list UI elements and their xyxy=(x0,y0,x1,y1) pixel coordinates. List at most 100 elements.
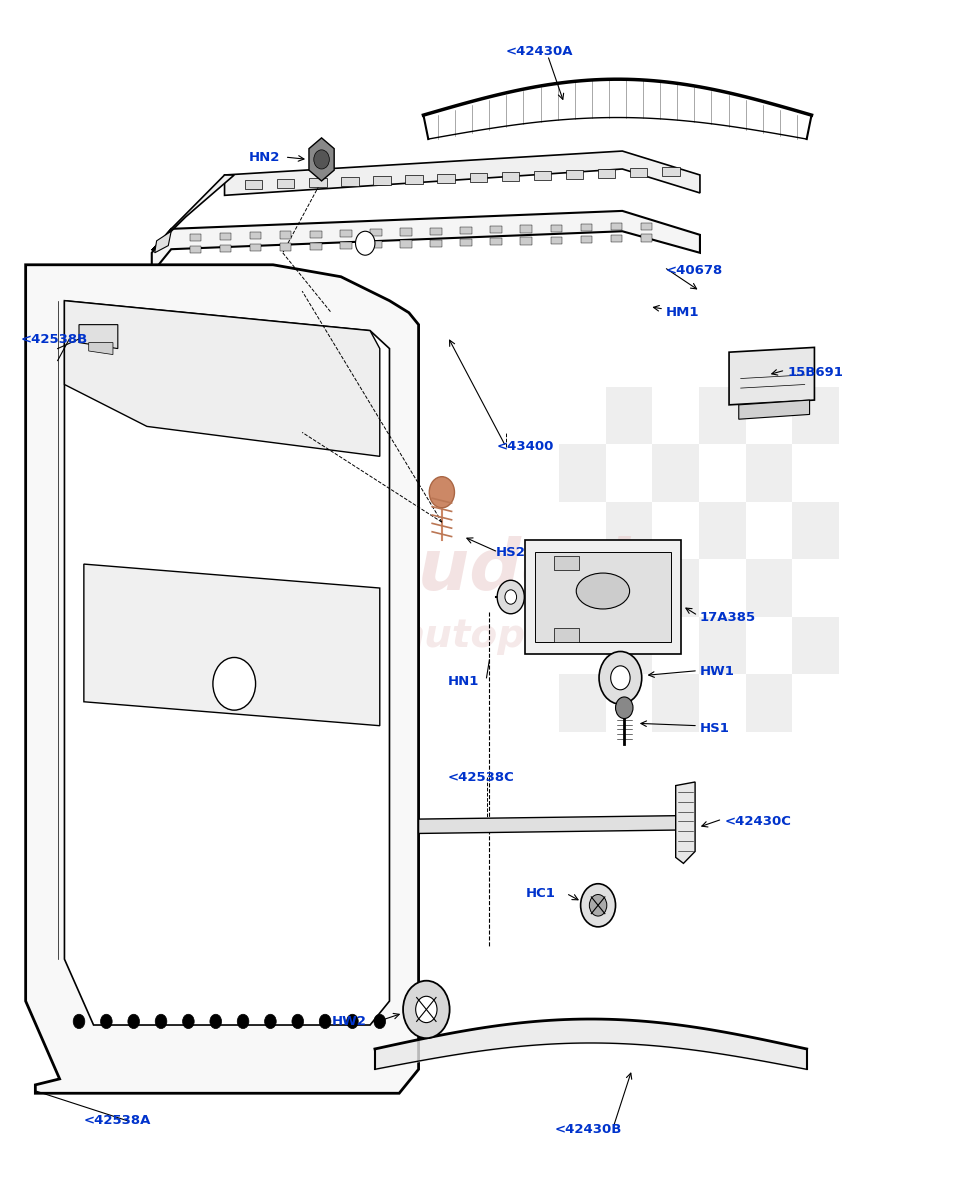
Bar xyxy=(534,170,552,180)
Circle shape xyxy=(415,996,437,1022)
Circle shape xyxy=(429,476,454,508)
Polygon shape xyxy=(739,400,810,419)
Polygon shape xyxy=(25,265,418,1093)
Bar xyxy=(460,227,472,234)
Text: <43400: <43400 xyxy=(496,440,554,454)
Bar xyxy=(400,228,412,235)
Bar xyxy=(641,222,653,229)
Circle shape xyxy=(265,1014,276,1028)
Circle shape xyxy=(292,1014,304,1028)
Circle shape xyxy=(237,1014,249,1028)
Circle shape xyxy=(374,1014,385,1028)
Polygon shape xyxy=(675,782,695,863)
Polygon shape xyxy=(152,211,700,274)
Bar xyxy=(190,246,201,253)
Polygon shape xyxy=(64,301,389,1025)
Bar xyxy=(551,224,562,232)
Bar xyxy=(653,559,699,617)
Bar xyxy=(699,502,745,559)
Bar xyxy=(525,540,680,654)
Text: <42430C: <42430C xyxy=(724,815,791,828)
Bar xyxy=(460,239,472,246)
Bar xyxy=(280,244,292,251)
Bar xyxy=(502,172,520,181)
Circle shape xyxy=(73,1014,85,1028)
Bar xyxy=(535,552,670,642)
Bar xyxy=(250,244,262,251)
Polygon shape xyxy=(89,342,113,354)
Bar xyxy=(430,228,442,235)
Bar xyxy=(581,224,593,232)
Bar xyxy=(490,227,502,234)
Bar xyxy=(190,234,201,241)
Circle shape xyxy=(100,1014,112,1028)
Polygon shape xyxy=(729,347,814,404)
Circle shape xyxy=(611,666,631,690)
Polygon shape xyxy=(84,564,379,726)
Bar xyxy=(340,242,351,250)
Bar xyxy=(521,226,532,233)
Circle shape xyxy=(590,894,607,916)
Bar xyxy=(555,556,579,570)
Polygon shape xyxy=(64,301,379,456)
Polygon shape xyxy=(152,175,234,251)
Polygon shape xyxy=(79,325,118,348)
Text: HM1: HM1 xyxy=(666,306,700,319)
Bar xyxy=(374,175,391,185)
Bar xyxy=(521,238,532,245)
Bar xyxy=(559,444,606,502)
Bar xyxy=(370,241,381,248)
Text: 17A385: 17A385 xyxy=(700,612,756,624)
Circle shape xyxy=(403,980,450,1038)
Bar xyxy=(340,230,351,238)
Bar xyxy=(559,674,606,732)
Bar xyxy=(653,674,699,732)
Bar xyxy=(611,235,623,242)
Polygon shape xyxy=(225,151,700,196)
Bar xyxy=(653,444,699,502)
Circle shape xyxy=(183,1014,195,1028)
Bar xyxy=(699,617,745,674)
Circle shape xyxy=(314,150,329,169)
Circle shape xyxy=(355,232,375,256)
Bar xyxy=(490,238,502,245)
Bar xyxy=(406,175,423,185)
Bar xyxy=(220,233,232,240)
Bar xyxy=(745,444,792,502)
Bar xyxy=(792,502,839,559)
Bar xyxy=(470,173,487,182)
Circle shape xyxy=(127,1014,139,1028)
Bar xyxy=(559,559,606,617)
Bar xyxy=(220,245,232,252)
Circle shape xyxy=(213,658,256,710)
Bar xyxy=(606,502,653,559)
Bar xyxy=(280,232,292,239)
Bar xyxy=(792,386,839,444)
Bar xyxy=(309,178,327,187)
Bar xyxy=(606,386,653,444)
Bar xyxy=(551,236,562,244)
Bar xyxy=(566,169,583,179)
Circle shape xyxy=(581,883,616,926)
Bar xyxy=(430,240,442,247)
Bar xyxy=(662,167,679,176)
Text: HC1: HC1 xyxy=(525,887,556,900)
Bar xyxy=(631,168,647,178)
Text: <42538C: <42538C xyxy=(448,770,515,784)
Bar xyxy=(745,674,792,732)
Text: <42430B: <42430B xyxy=(555,1123,622,1135)
Polygon shape xyxy=(309,138,334,181)
Circle shape xyxy=(210,1014,222,1028)
Polygon shape xyxy=(155,232,171,253)
Bar xyxy=(310,242,321,250)
Text: <40678: <40678 xyxy=(666,264,723,277)
Circle shape xyxy=(346,1014,358,1028)
Circle shape xyxy=(497,581,524,613)
Bar xyxy=(555,628,579,642)
Circle shape xyxy=(599,652,642,704)
Bar xyxy=(598,169,615,179)
Polygon shape xyxy=(418,816,690,834)
Text: HW2: HW2 xyxy=(331,1015,366,1028)
Bar xyxy=(277,179,295,188)
Bar xyxy=(745,559,792,617)
